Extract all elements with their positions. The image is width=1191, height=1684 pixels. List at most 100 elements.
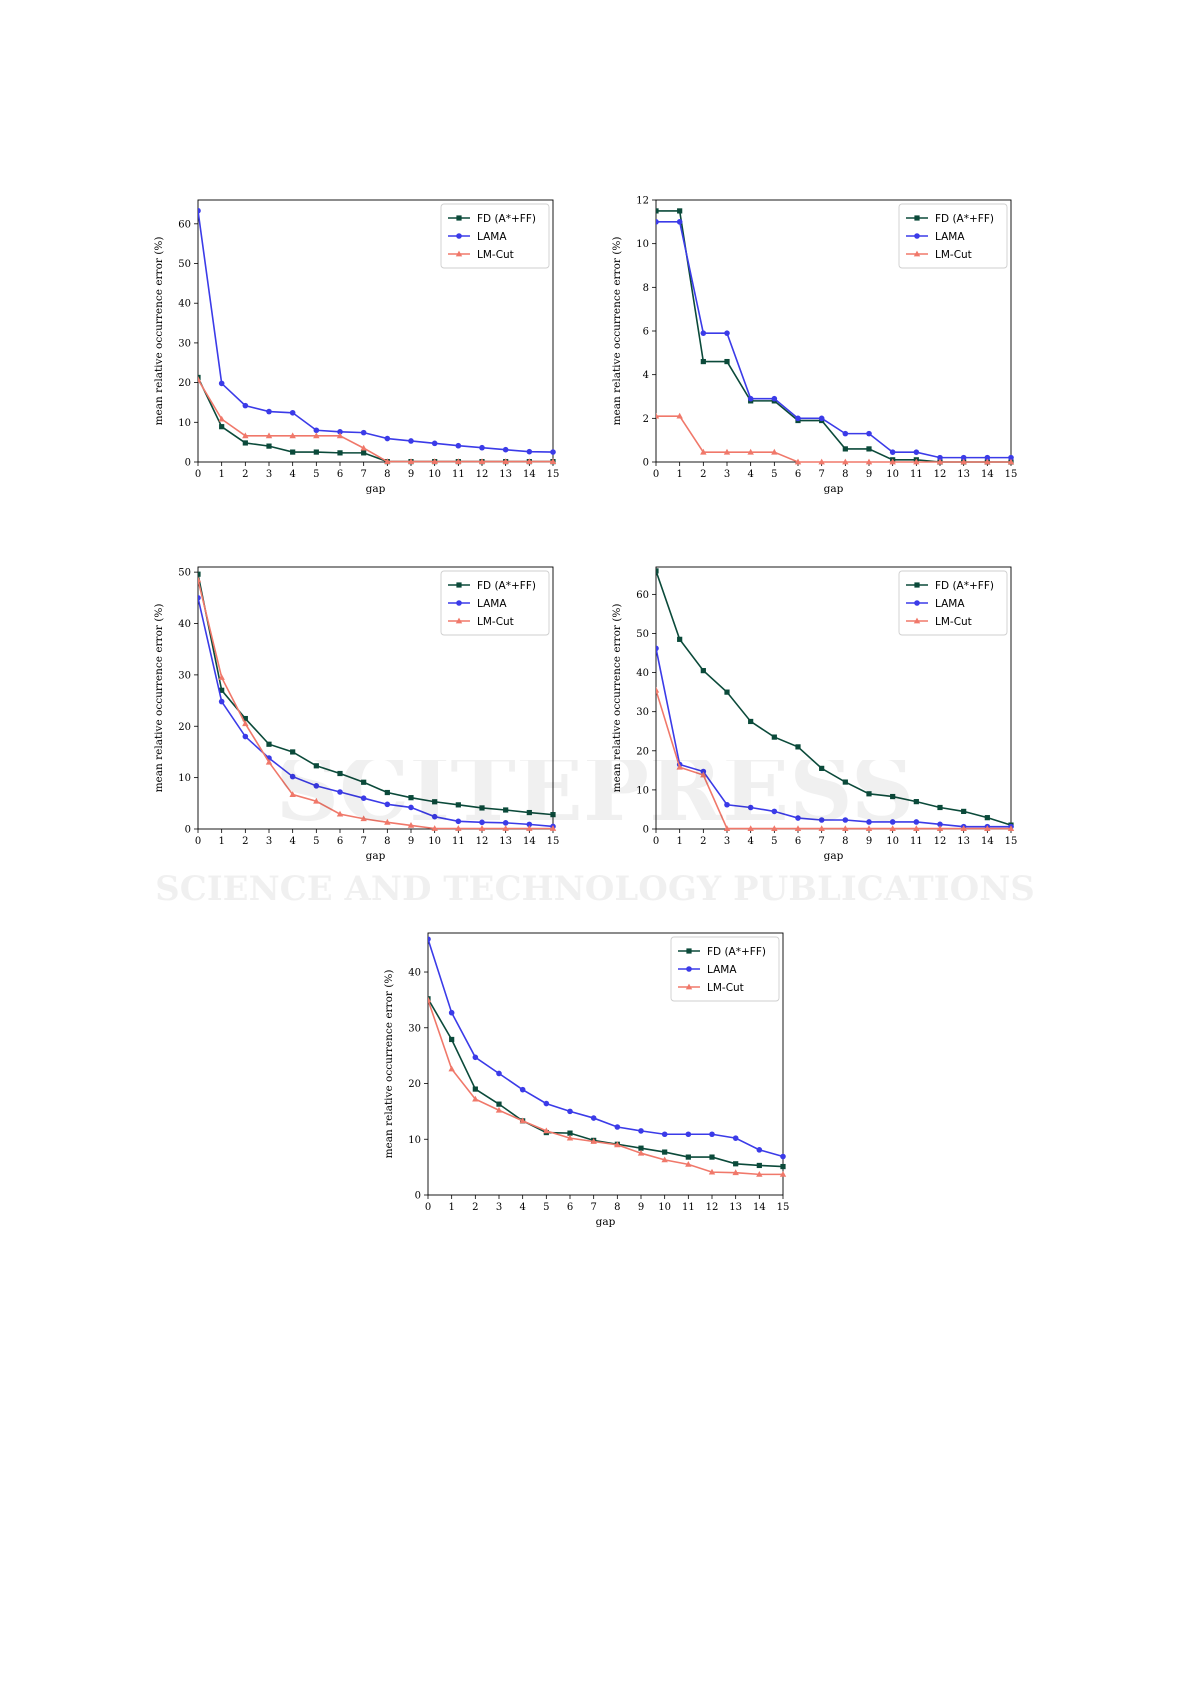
data-point (700, 768, 707, 775)
y-tick-label: 40 (178, 619, 191, 630)
x-tick-label: 11 (452, 469, 465, 480)
data-point (479, 805, 485, 811)
legend: FD (A*+FF) LAMA LM-Cut (670, 936, 780, 1002)
data-point (337, 429, 343, 435)
plot-frame (197, 566, 554, 830)
data-point (685, 1160, 692, 1167)
y-tick-label: 40 (636, 668, 649, 679)
y-tick-label: 40 (178, 299, 191, 310)
data-point (543, 1127, 550, 1134)
data-point (526, 809, 532, 816)
series-lm-cut (656, 412, 1015, 465)
x-tick-label: 14 (753, 1202, 766, 1213)
legend-label: LM-Cut (477, 249, 514, 261)
data-point (566, 1134, 574, 1141)
x-tick-label: 13 (957, 836, 970, 847)
legend-marker (913, 250, 921, 257)
x-tick-label: 7 (360, 469, 366, 480)
data-point (661, 1131, 668, 1138)
legend-label: LAMA (935, 598, 965, 610)
x-tick-label: 5 (771, 469, 777, 480)
y-tick-label: 10 (636, 239, 649, 250)
data-point (479, 444, 485, 451)
data-point (656, 686, 660, 693)
data-point (685, 1154, 691, 1160)
x-tick-label: 9 (408, 469, 414, 480)
data-point (472, 1086, 478, 1092)
series-fd-a-ff (198, 374, 556, 465)
data-point (676, 763, 683, 770)
y-tick-label: 0 (643, 825, 649, 836)
y-tick-label: 0 (643, 458, 649, 469)
x-tick-label: 1 (218, 836, 224, 847)
x-tick-label: 9 (408, 836, 414, 847)
data-point (676, 412, 683, 419)
x-tick-label: 1 (676, 836, 682, 847)
x-tick-label: 8 (384, 469, 390, 480)
data-point (866, 791, 872, 797)
x-tick-label: 5 (313, 469, 319, 480)
x-tick-label: 3 (266, 836, 272, 847)
data-point (336, 432, 344, 439)
legend-box (670, 936, 780, 1002)
series-line (656, 221, 1011, 459)
x-tick-label: 10 (428, 469, 441, 480)
data-point (313, 427, 320, 434)
data-point (771, 395, 778, 402)
x-tick-label: 15 (547, 469, 560, 480)
data-point (747, 448, 754, 455)
data-point (818, 825, 825, 832)
data-point (289, 791, 296, 797)
x-tick-label: 1 (218, 469, 224, 480)
data-point (819, 765, 825, 771)
data-point (313, 432, 320, 439)
data-point (676, 219, 683, 225)
y-axis-label: mean relative occurrence error (%) (153, 237, 165, 426)
x-tick-label: 3 (266, 469, 272, 480)
series-line (428, 999, 783, 1176)
x-tick-label: 14 (523, 836, 536, 847)
data-point (937, 454, 943, 461)
data-point (795, 815, 801, 821)
series-line (428, 998, 784, 1168)
legend: FD (A*+FF) LAMA LM-Cut (440, 203, 550, 269)
series-line (198, 379, 553, 463)
series-line (656, 415, 1011, 463)
data-point (747, 825, 754, 832)
data-point (431, 813, 438, 820)
data-point (656, 645, 659, 652)
data-point (455, 818, 462, 825)
data-point (984, 454, 991, 461)
series-line (198, 210, 554, 453)
data-point (890, 793, 896, 800)
data-point (685, 1131, 692, 1138)
data-point (242, 720, 249, 727)
data-point (771, 448, 778, 455)
series-line (198, 574, 554, 816)
data-point (502, 825, 509, 831)
data-point (656, 568, 659, 574)
data-point (408, 795, 414, 801)
series-lama (656, 219, 1014, 461)
data-point (889, 449, 896, 455)
data-point (795, 744, 801, 750)
chart-panel-3: 0 1 2 3 4 5 6 7 8 9 10 11 12 13 14 15 0 10 20 30 40 50 gap mean… (150, 562, 570, 886)
data-point (526, 458, 533, 465)
data-point (936, 825, 944, 832)
data-point (408, 438, 414, 444)
x-tick-label: 4 (747, 836, 753, 847)
data-point (472, 1054, 479, 1061)
data-point (431, 440, 438, 447)
data-point (384, 789, 390, 796)
legend-label: LAMA (477, 598, 507, 610)
data-point (478, 458, 486, 465)
y-tick-label: 0 (415, 1191, 421, 1202)
legend-marker (686, 966, 692, 972)
x-tick-label: 9 (638, 1202, 644, 1213)
data-point (756, 1170, 763, 1177)
data-point (242, 440, 248, 446)
data-point (818, 817, 825, 823)
data-point (503, 807, 509, 813)
x-tick-label: 12 (476, 469, 489, 480)
